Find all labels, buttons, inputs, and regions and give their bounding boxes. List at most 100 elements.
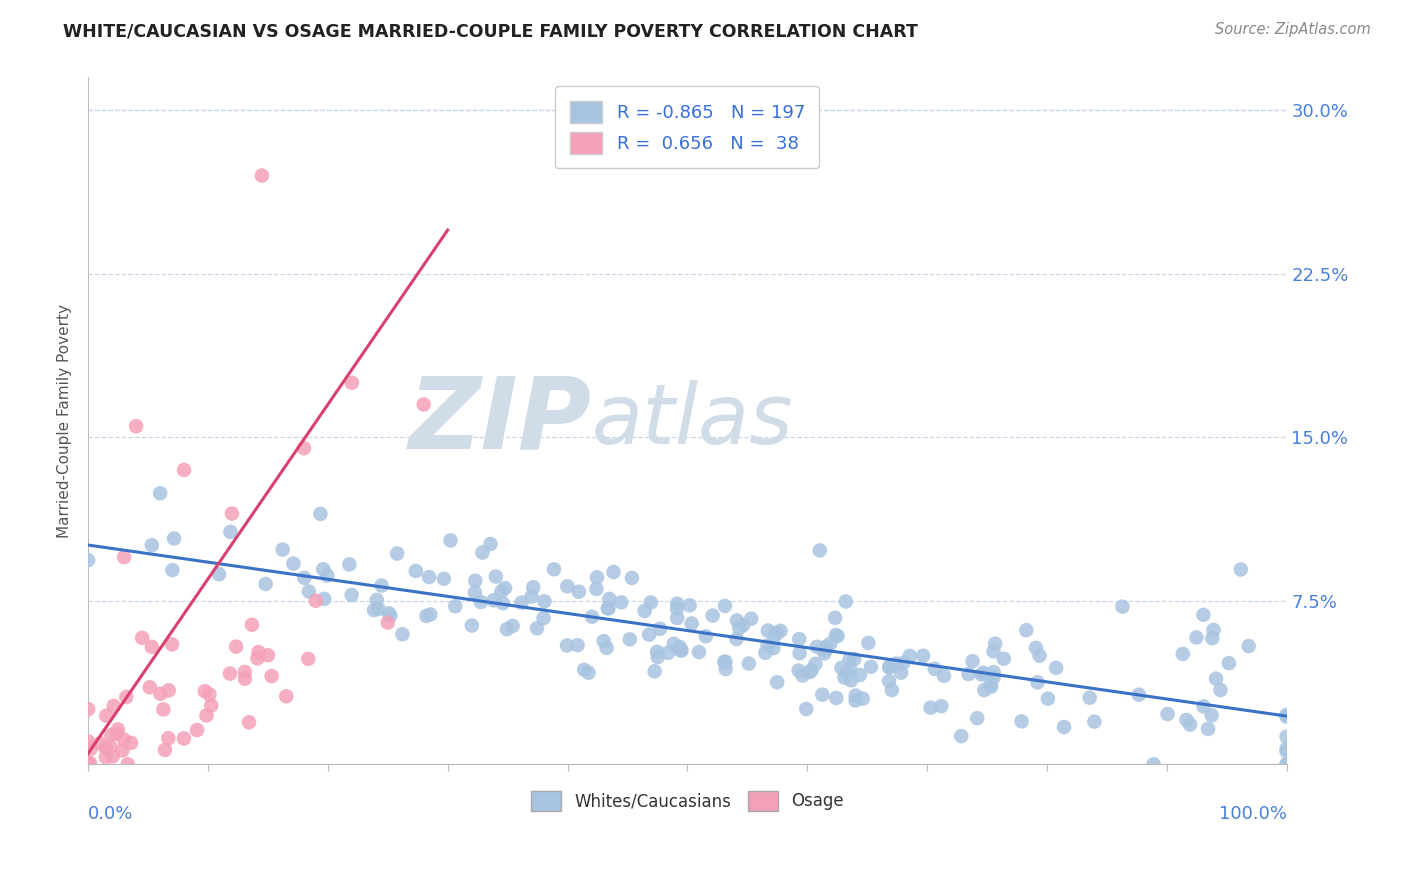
Point	[804, 657, 827, 671]
Point	[160, 637, 183, 651]
Point	[526, 621, 548, 635]
Point	[1202, 623, 1225, 637]
Point	[825, 690, 848, 705]
Point	[233, 672, 256, 686]
Point	[246, 651, 269, 665]
Y-axis label: Married-Couple Family Poverty: Married-Couple Family Poverty	[58, 304, 72, 538]
Point	[208, 567, 231, 582]
Point	[787, 664, 810, 678]
Point	[1156, 707, 1178, 722]
Point	[1230, 562, 1253, 576]
Point	[471, 545, 494, 559]
Point	[162, 563, 184, 577]
Point	[366, 593, 388, 607]
Point	[1197, 722, 1219, 736]
Point	[725, 614, 748, 628]
Point	[1209, 683, 1232, 698]
Point	[157, 731, 180, 746]
Point	[418, 570, 440, 584]
Point	[502, 619, 524, 633]
Point	[1026, 675, 1049, 690]
Point	[111, 743, 134, 757]
Point	[141, 538, 163, 552]
Point	[877, 660, 900, 674]
Point	[668, 640, 690, 654]
Point	[740, 612, 762, 626]
Point	[572, 663, 595, 677]
Point	[898, 648, 921, 663]
Point	[957, 667, 980, 681]
Point	[225, 640, 247, 654]
Point	[219, 524, 242, 539]
Point	[1192, 607, 1215, 622]
Point	[619, 632, 641, 647]
Point	[762, 641, 785, 656]
Point	[787, 632, 810, 646]
Point	[714, 599, 737, 613]
Point	[644, 665, 666, 679]
Point	[834, 671, 856, 685]
Point	[77, 757, 100, 772]
Point	[112, 732, 135, 747]
Point	[725, 632, 748, 646]
Point	[640, 595, 662, 609]
Point	[131, 631, 153, 645]
Point	[370, 578, 392, 592]
Point	[993, 651, 1015, 665]
Point	[620, 571, 643, 585]
Point	[533, 594, 555, 608]
Point	[610, 595, 633, 609]
Point	[492, 596, 515, 610]
Point	[1275, 709, 1298, 723]
Point	[173, 463, 195, 477]
Point	[77, 553, 100, 567]
Point	[238, 715, 260, 730]
Point	[728, 621, 751, 635]
Point	[292, 441, 315, 455]
Point	[200, 698, 222, 713]
Point	[510, 596, 533, 610]
Point	[316, 568, 339, 582]
Point	[932, 669, 955, 683]
Point	[470, 595, 492, 609]
Point	[877, 673, 900, 688]
Point	[107, 723, 129, 737]
Point	[679, 599, 702, 613]
Legend: Whites/Caucasians, Osage: Whites/Caucasians, Osage	[524, 784, 851, 818]
Point	[811, 688, 834, 702]
Point	[962, 654, 984, 668]
Point	[877, 660, 900, 674]
Point	[312, 562, 335, 576]
Point	[890, 665, 912, 680]
Point	[830, 661, 852, 675]
Point	[835, 594, 858, 608]
Point	[602, 565, 624, 579]
Point	[838, 653, 860, 667]
Point	[494, 581, 516, 595]
Point	[153, 743, 176, 757]
Point	[1178, 717, 1201, 731]
Point	[713, 655, 735, 669]
Point	[859, 660, 882, 674]
Point	[464, 574, 486, 588]
Point	[980, 680, 1002, 694]
Point	[835, 666, 858, 681]
Point	[924, 662, 946, 676]
Point	[702, 608, 724, 623]
Point	[377, 615, 399, 630]
Point	[1275, 757, 1298, 772]
Point	[340, 376, 363, 390]
Point	[1111, 599, 1133, 614]
Point	[754, 646, 776, 660]
Point	[799, 665, 821, 679]
Point	[973, 683, 995, 698]
Point	[824, 611, 846, 625]
Point	[1053, 720, 1076, 734]
Point	[813, 646, 835, 660]
Point	[77, 757, 100, 772]
Point	[714, 662, 737, 676]
Point	[139, 681, 162, 695]
Point	[657, 646, 679, 660]
Point	[157, 683, 180, 698]
Point	[714, 655, 737, 669]
